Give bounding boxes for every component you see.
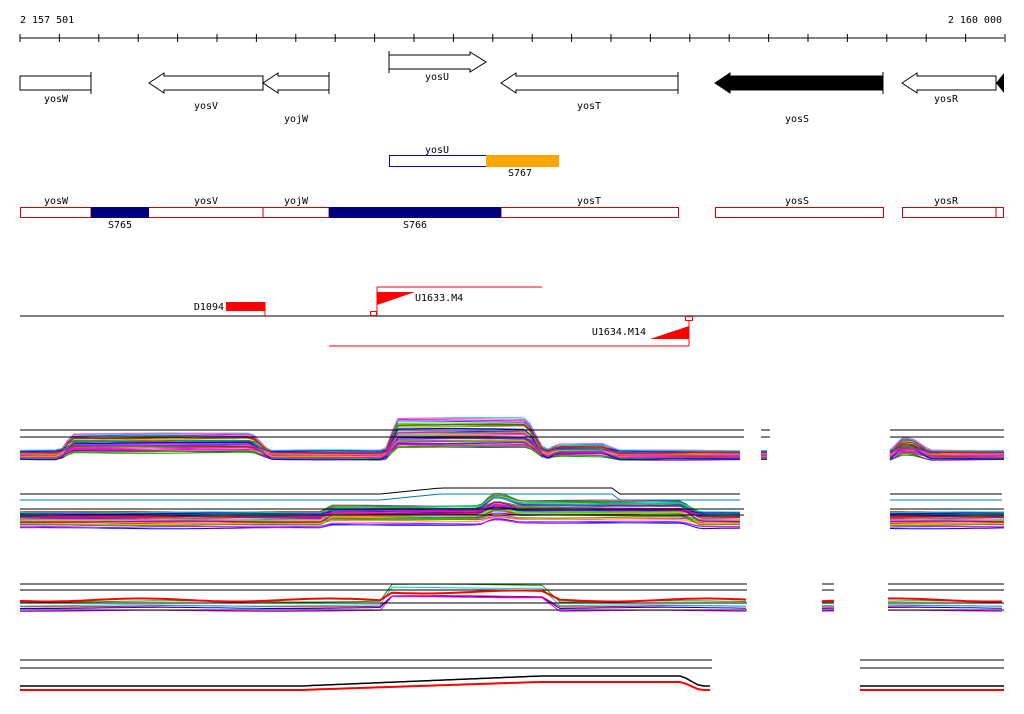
- expression-line: [887, 606, 1003, 609]
- annotation-gene-label: yosV: [194, 196, 218, 207]
- expression-line: [889, 520, 1005, 523]
- expression-line: [20, 497, 741, 520]
- gene-label: yosV: [194, 101, 218, 112]
- expression-line: [889, 511, 1005, 514]
- expression-line: [890, 523, 1005, 526]
- expression-track-2: [19, 487, 1005, 530]
- gene-yosw[interactable]: yosW: [19, 72, 92, 105]
- expression-line: [20, 586, 746, 607]
- expression-line: [19, 431, 741, 459]
- segment-gene-box[interactable]: [389, 155, 487, 167]
- expression-track-1: [19, 417, 1005, 461]
- expression-line: [20, 675, 710, 687]
- expression-line: [821, 599, 835, 603]
- gene-track: yosW yosV yojW yosU yosT yosS: [19, 51, 1004, 125]
- expression-line: [888, 604, 1003, 607]
- ruler-start-label: 2 157 501: [20, 15, 74, 26]
- feature-u1633[interactable]: [377, 292, 415, 305]
- expression-line: [19, 508, 741, 521]
- gene-label: yojW: [284, 114, 309, 125]
- expression-line: [20, 434, 741, 456]
- expression-line: [20, 487, 740, 495]
- expression-line: [19, 589, 747, 603]
- ruler: 2 157 501 2 160 000: [19, 15, 1006, 42]
- gene-yoss[interactable]: yosS: [714, 72, 884, 125]
- feature-label-u1633: U1633.M4: [415, 293, 463, 304]
- feature-track: D1094 U1633.M4 U1634.M14: [20, 286, 1004, 347]
- expression-line: [19, 428, 740, 461]
- segment-track: yosU S767: [389, 145, 559, 179]
- expression-track-4: [20, 659, 1004, 691]
- expression-line: [20, 420, 741, 454]
- expression-line: [19, 423, 740, 454]
- gene-label: yosR: [934, 94, 959, 105]
- gene-label: yosU: [425, 72, 449, 83]
- expression-line: [889, 441, 1004, 454]
- expression-line: [889, 512, 1004, 515]
- expression-line: [889, 522, 1005, 525]
- annotation-gene-label: yosS: [785, 196, 809, 207]
- expression-line: [889, 445, 1005, 460]
- gene-yosv[interactable]: yosV: [148, 72, 264, 112]
- gene-yost[interactable]: yosT: [500, 72, 679, 112]
- segment-s767[interactable]: [486, 155, 559, 167]
- annotation-gene-label: yosR: [934, 196, 959, 207]
- expression-line: [19, 519, 741, 529]
- gene-yosu[interactable]: yosU: [388, 51, 487, 83]
- expression-line: [20, 681, 710, 691]
- expression-line: [888, 597, 1003, 603]
- gene-yosr[interactable]: yosR: [901, 72, 1004, 105]
- annotation-box[interactable]: [715, 207, 884, 218]
- expression-line: [20, 501, 741, 523]
- expression-line: [19, 517, 740, 525]
- segment-gene-label: yosU: [425, 145, 449, 156]
- expression-line: [19, 443, 741, 456]
- expression-line: [20, 595, 747, 610]
- expression-line: [890, 515, 1004, 518]
- feature-u1634[interactable]: [650, 326, 689, 339]
- annotation-box[interactable]: [902, 207, 1004, 218]
- expression-line: [20, 493, 740, 501]
- annotation-gene-label: yosT: [577, 196, 601, 207]
- annotation-track: yosW yosV yojW yosT yosS yosR S765 S766: [20, 196, 1004, 231]
- expression-line: [890, 517, 1005, 520]
- expression-line: [889, 527, 1005, 530]
- gene-label: yosW: [44, 94, 69, 105]
- segment-label-s766: S766: [403, 220, 427, 231]
- segment-label: S767: [508, 168, 532, 179]
- gene-label: yosS: [785, 114, 809, 125]
- expression-line: [20, 508, 740, 526]
- ruler-ticks: [19, 34, 1006, 42]
- expression-line: [19, 497, 741, 514]
- gene-label: yosT: [577, 101, 601, 112]
- expression-line: [19, 595, 747, 608]
- gene-yojw[interactable]: yojW: [262, 72, 330, 125]
- segment-s765[interactable]: [91, 207, 149, 218]
- ruler-end-label: 2 160 000: [948, 15, 1002, 26]
- annotation-gene-label: yosW: [44, 196, 69, 207]
- annotation-gene-label: yojW: [284, 196, 309, 207]
- feature-label-d1094: D1094: [194, 302, 224, 313]
- expression-line: [889, 518, 1005, 521]
- segment-label-s765: S765: [108, 220, 132, 231]
- feature-d1094[interactable]: [226, 302, 265, 311]
- segment-s766[interactable]: [329, 207, 501, 218]
- expression-line: [889, 447, 1005, 458]
- feature-label-u1634: U1634.M14: [592, 327, 646, 338]
- expression-track-3: [19, 583, 1004, 612]
